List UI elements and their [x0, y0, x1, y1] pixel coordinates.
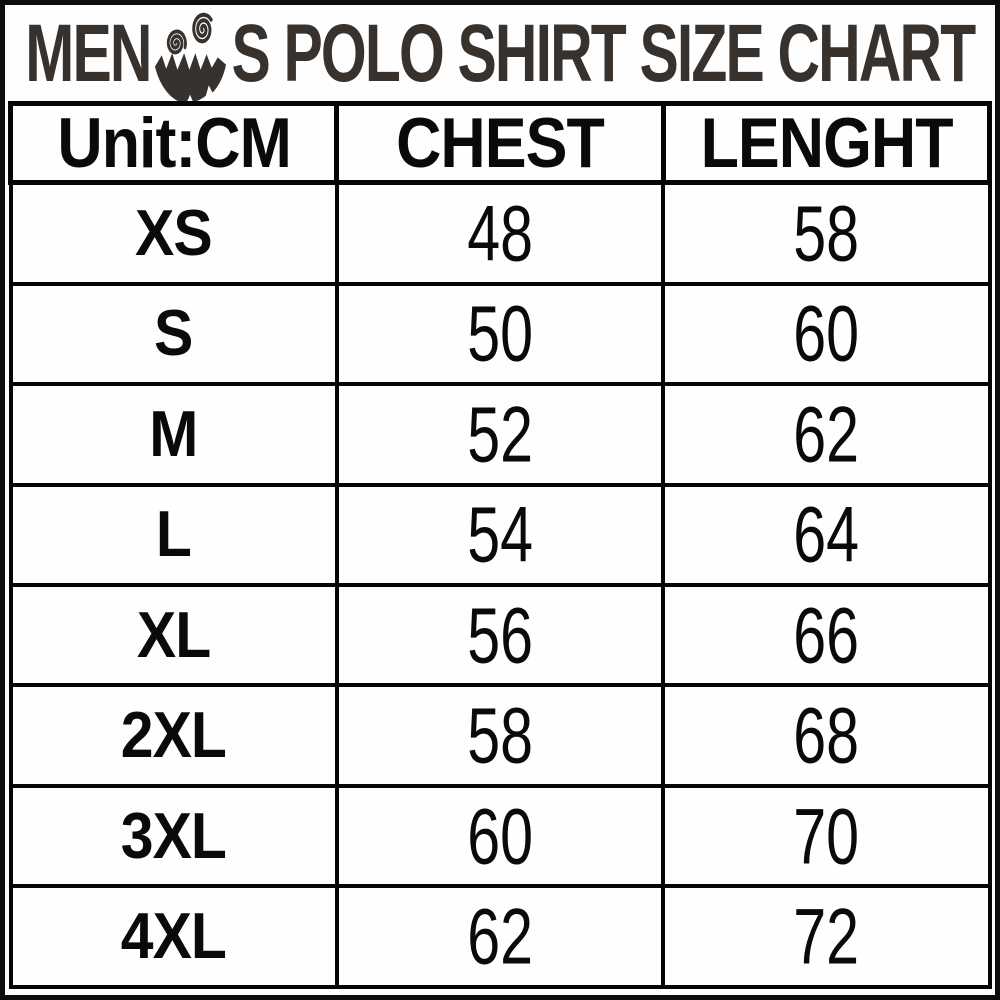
size-table: Unit:CM CHEST LENGHT XS 48 58 S 50 60 [7, 101, 993, 989]
title-text-wrapper: MEN S POLO SHIRT SIZE CHART [25, 5, 977, 101]
table-row-m: M 52 62 [8, 382, 992, 487]
chest-cell: 48 [334, 180, 666, 286]
table-row-2xl: 2XL 58 68 [8, 683, 992, 788]
length-cell: 60 [661, 281, 992, 387]
table-row-3xl: 3XL 60 70 [8, 783, 992, 889]
length-cell: 64 [661, 482, 992, 588]
size-cell: L [8, 482, 339, 588]
table-row-4xl: 4XL 62 72 [8, 884, 992, 989]
table-row-xs: XS 48 58 [8, 180, 992, 286]
size-cell: 2XL [8, 683, 339, 788]
chest-cell: 54 [334, 482, 666, 588]
length-cell: 62 [661, 382, 992, 487]
header-unit-label: Unit:CM [56, 103, 291, 183]
title-prefix: MEN [25, 6, 152, 100]
title-suffix: S POLO SHIRT SIZE CHART [231, 6, 977, 100]
length-cell: 70 [661, 783, 992, 889]
size-cell: 3XL [8, 783, 339, 889]
chest-cell: 50 [334, 281, 666, 387]
chest-cell: 62 [334, 884, 666, 989]
chest-cell: 52 [334, 382, 666, 487]
header-length-label: LENGHT [700, 103, 953, 183]
length-cell: 66 [661, 582, 992, 688]
size-cell: XL [8, 582, 339, 688]
size-cell: XS [8, 180, 339, 286]
size-cell: S [8, 281, 339, 387]
size-cell: M [8, 382, 339, 487]
chest-cell: 56 [334, 582, 666, 688]
page-title: MEN S POLO SHIRT SIZE CHART [5, 5, 995, 101]
table-row-l: L 54 64 [8, 482, 992, 588]
length-cell: 68 [661, 683, 992, 788]
size-cell: 4XL [8, 884, 339, 989]
header-length: LENGHT [660, 101, 993, 185]
table-row-s: S 50 60 [8, 281, 992, 387]
table-row-xl: XL 56 66 [8, 582, 992, 688]
spooky-swirl-face-icon [155, 12, 227, 101]
chest-cell: 60 [334, 783, 666, 889]
length-cell: 72 [661, 884, 992, 989]
header-unit: Unit:CM [7, 101, 340, 185]
header-row: Unit:CM CHEST LENGHT [7, 101, 993, 185]
length-cell: 58 [661, 180, 992, 286]
chest-cell: 58 [334, 683, 666, 788]
header-chest-label: CHEST [396, 103, 605, 183]
header-chest: CHEST [334, 101, 666, 185]
